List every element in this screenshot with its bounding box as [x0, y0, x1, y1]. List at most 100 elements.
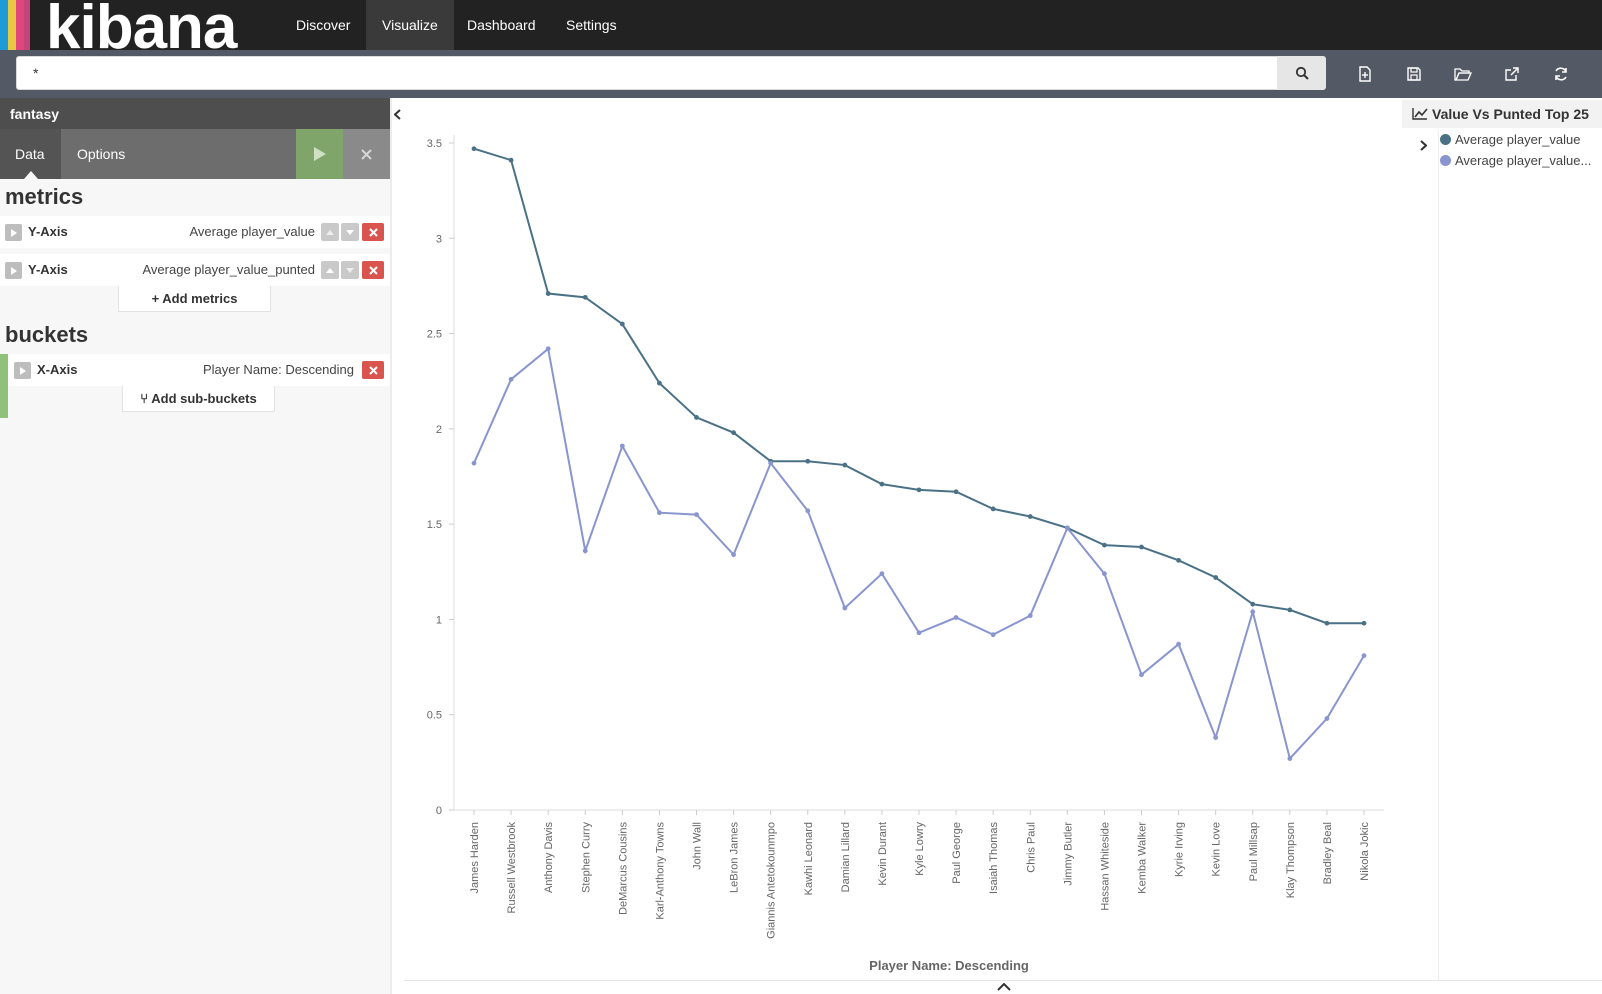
new-visualization-button[interactable]: [1350, 60, 1380, 88]
data-point[interactable]: [1213, 735, 1219, 740]
data-point[interactable]: [953, 615, 959, 620]
data-point[interactable]: [471, 460, 477, 466]
index-pattern-title: fantasy: [0, 98, 390, 129]
split-icon: ⑂: [140, 391, 152, 406]
data-point[interactable]: [842, 462, 848, 468]
data-point[interactable]: [471, 146, 477, 152]
legend-toggle-button[interactable]: [1420, 134, 1436, 158]
move-up-button[interactable]: [321, 223, 339, 241]
data-point[interactable]: [1287, 607, 1293, 613]
move-down-button[interactable]: [341, 261, 359, 279]
remove-bucket-button[interactable]: [362, 361, 384, 379]
data-point[interactable]: [768, 460, 774, 466]
x-tick-label: Bradley Beal: [1322, 822, 1334, 884]
x-tick-label: LeBron James: [729, 822, 741, 893]
remove-metric-button[interactable]: [362, 223, 384, 241]
data-point[interactable]: [879, 571, 885, 577]
data-point[interactable]: [1361, 653, 1367, 659]
logo-text: kibana: [46, 0, 237, 50]
legend-item[interactable]: Average player_value: [1440, 132, 1581, 147]
data-point[interactable]: [582, 294, 588, 300]
data-point[interactable]: [731, 552, 736, 558]
nav-tab-settings[interactable]: Settings: [566, 17, 617, 33]
data-point[interactable]: [508, 376, 514, 382]
data-point[interactable]: [619, 443, 625, 449]
data-point[interactable]: [916, 630, 922, 636]
data-point[interactable]: [1139, 672, 1144, 678]
data-point[interactable]: [1064, 525, 1070, 531]
nav-tab-dashboard[interactable]: Dashboard: [467, 17, 536, 33]
kibana-logo[interactable]: kibana: [0, 0, 280, 50]
data-point[interactable]: [1324, 716, 1330, 721]
play-icon: [313, 147, 326, 161]
legend-item[interactable]: Average player_value...: [1440, 153, 1591, 168]
remove-metric-button[interactable]: [362, 261, 384, 279]
data-point[interactable]: [1027, 514, 1033, 519]
open-folder-icon: [1454, 68, 1472, 81]
data-point[interactable]: [619, 321, 625, 327]
data-point[interactable]: [582, 548, 588, 554]
data-point[interactable]: [1027, 613, 1033, 619]
data-point[interactable]: [1250, 609, 1256, 615]
x-tick-label: Chris Paul: [1025, 822, 1037, 873]
discard-changes-button[interactable]: [343, 129, 390, 179]
data-point[interactable]: [1139, 544, 1144, 550]
data-point[interactable]: [916, 487, 922, 493]
move-up-button[interactable]: [321, 261, 339, 279]
data-point[interactable]: [1176, 557, 1181, 563]
data-point[interactable]: [694, 512, 699, 518]
y-tick-label: 3.5: [427, 138, 442, 150]
data-point[interactable]: [1361, 620, 1367, 626]
data-point[interactable]: [990, 632, 996, 638]
x-tick-label: Giannis Antetokounmpo: [766, 822, 778, 939]
data-point[interactable]: [953, 489, 959, 495]
data-point[interactable]: [1213, 575, 1219, 580]
nav-tab-visualize[interactable]: Visualize: [366, 0, 454, 50]
data-point[interactable]: [1102, 542, 1107, 548]
expand-metric-toggle[interactable]: [5, 262, 22, 279]
data-point[interactable]: [805, 458, 811, 464]
data-point[interactable]: [545, 346, 551, 352]
data-point[interactable]: [1250, 601, 1256, 607]
line-chart: 0 0.5 1 1.5 2 2.5 3 3.5 James Harden Russell West…: [427, 135, 1384, 973]
add-metrics-button[interactable]: + Add metrics: [118, 286, 271, 312]
data-point[interactable]: [990, 506, 996, 512]
data-point[interactable]: [657, 510, 662, 516]
data-point[interactable]: [657, 380, 662, 386]
data-point[interactable]: [545, 291, 551, 296]
x-tick-label: Kemba Walker: [1137, 822, 1149, 894]
chevron-down-icon: [346, 229, 354, 235]
data-point[interactable]: [1102, 571, 1107, 577]
add-sub-buckets-button[interactable]: ⑂ Add sub-buckets: [122, 386, 275, 412]
share-button[interactable]: [1497, 60, 1527, 88]
data-point[interactable]: [1324, 620, 1330, 626]
y-tick-label: 2.5: [427, 329, 442, 341]
nav-tab-discover[interactable]: Discover: [296, 17, 351, 33]
move-down-button[interactable]: [341, 223, 359, 241]
x-tick-label: Hassan Whiteside: [1099, 822, 1111, 911]
tab-data[interactable]: Data: [0, 129, 61, 179]
data-point[interactable]: [1176, 641, 1181, 647]
data-point[interactable]: [731, 430, 736, 436]
apply-changes-button[interactable]: [296, 129, 343, 179]
chevron-right-icon: [1420, 140, 1428, 151]
expand-spy-panel-button[interactable]: [976, 982, 1032, 994]
save-button[interactable]: [1399, 60, 1429, 88]
expand-metric-toggle[interactable]: [5, 224, 22, 241]
expand-bucket-toggle[interactable]: [14, 362, 31, 379]
y-tick-label: 1: [436, 614, 442, 626]
data-point[interactable]: [879, 481, 885, 487]
search-button[interactable]: [1277, 56, 1326, 90]
data-point[interactable]: [842, 605, 848, 611]
search-input[interactable]: [16, 56, 1278, 90]
data-point[interactable]: [805, 508, 811, 514]
close-icon: [368, 365, 378, 375]
close-icon: [368, 227, 378, 237]
open-button[interactable]: [1448, 60, 1478, 88]
collapse-sidebar-button[interactable]: [390, 98, 404, 130]
data-point[interactable]: [694, 415, 699, 420]
refresh-button[interactable]: [1546, 60, 1576, 88]
data-point[interactable]: [1287, 756, 1293, 761]
data-point[interactable]: [508, 157, 514, 163]
tab-options[interactable]: Options: [77, 146, 126, 162]
